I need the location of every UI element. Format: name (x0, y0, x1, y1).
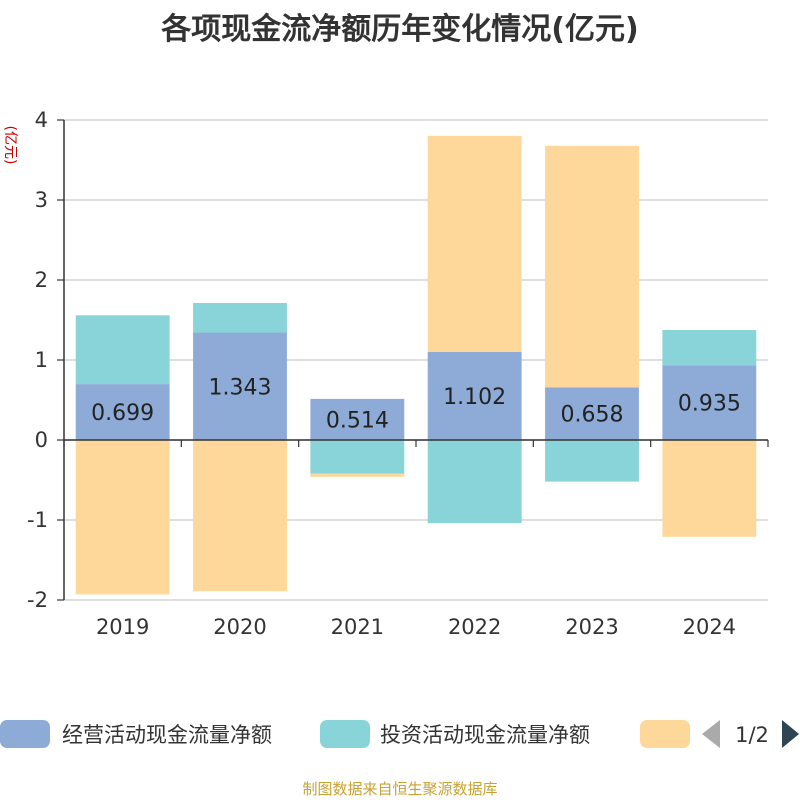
y-tick-label: 2 (35, 268, 48, 292)
x-tick-label: 2021 (331, 615, 384, 639)
legend-prev-page-icon[interactable] (702, 720, 720, 748)
y-tick-label: -2 (27, 588, 48, 612)
bar-2019-series-2 (75, 440, 170, 595)
bar-2021-series-0 (310, 398, 405, 440)
y-tick-label: -1 (27, 508, 48, 532)
data-label-2020: 1.343 (209, 375, 272, 400)
bar-2023-series-0 (545, 387, 639, 440)
chart-title: 各项现金流净额历年变化情况(亿元) (161, 12, 639, 47)
bar-2023-series-1 (545, 440, 639, 482)
bar-2022-series-1 (427, 440, 522, 524)
bar-2024-series-1 (662, 330, 757, 366)
bar-2020-series-0 (193, 332, 287, 440)
x-tick-label: 2024 (683, 615, 736, 639)
bar-2024-series-0 (662, 365, 757, 440)
bar-2021-series-1 (310, 440, 405, 474)
legend-page-indicator: 1/2 (735, 723, 769, 747)
legend-label-0[interactable]: 经营活动现金流量净额 (62, 723, 272, 747)
bar-2019-series-1 (75, 315, 170, 385)
y-axis-label: (亿元) (2, 126, 18, 165)
y-tick-label: 1 (35, 348, 48, 372)
data-label-2022: 1.102 (443, 385, 506, 410)
axes: -2 -1 0 1 2 3 4 2019 2020 2021 2022 2023 2024 (27, 108, 769, 639)
y-tick-label: 0 (35, 428, 48, 452)
data-label-2019: 0.699 (91, 401, 154, 426)
bars (75, 135, 757, 595)
x-tick-label: 2023 (565, 615, 618, 639)
legend-swatch-1[interactable] (320, 720, 370, 748)
data-label-2021: 0.514 (326, 408, 389, 433)
bar-2021-series-2 (310, 473, 405, 477)
bar-2020-series-2 (193, 440, 287, 592)
bar-2019-series-0 (75, 384, 170, 440)
legend-next-page-icon[interactable] (782, 720, 799, 748)
legend-swatch-2[interactable] (640, 720, 690, 748)
source-note: 制图数据来自恒生聚源数据库 (302, 780, 498, 798)
y-tick-label: 4 (35, 108, 48, 132)
data-label-2023: 0.658 (561, 403, 624, 428)
bar-2020-series-1 (193, 302, 287, 333)
x-tick-label: 2020 (213, 615, 266, 639)
legend-swatch-0[interactable] (0, 720, 50, 748)
bar-2024-series-2 (662, 440, 757, 537)
data-label-2024: 0.935 (678, 392, 741, 417)
y-tick-label: 3 (35, 188, 48, 212)
legend-label-1[interactable]: 投资活动现金流量净额 (380, 723, 590, 747)
bar-2022-series-0 (427, 351, 522, 440)
bar-2023-series-2 (545, 145, 639, 388)
bar-2022-series-2 (427, 135, 522, 352)
data-labels: 0.699 1.343 0.514 1.102 0.658 0.935 (91, 375, 741, 433)
x-tick-label: 2022 (448, 615, 501, 639)
x-tick-label: 2019 (96, 615, 149, 639)
legend: 经营活动现金流量净额 投资活动现金流量净额 1/2 (0, 720, 799, 748)
